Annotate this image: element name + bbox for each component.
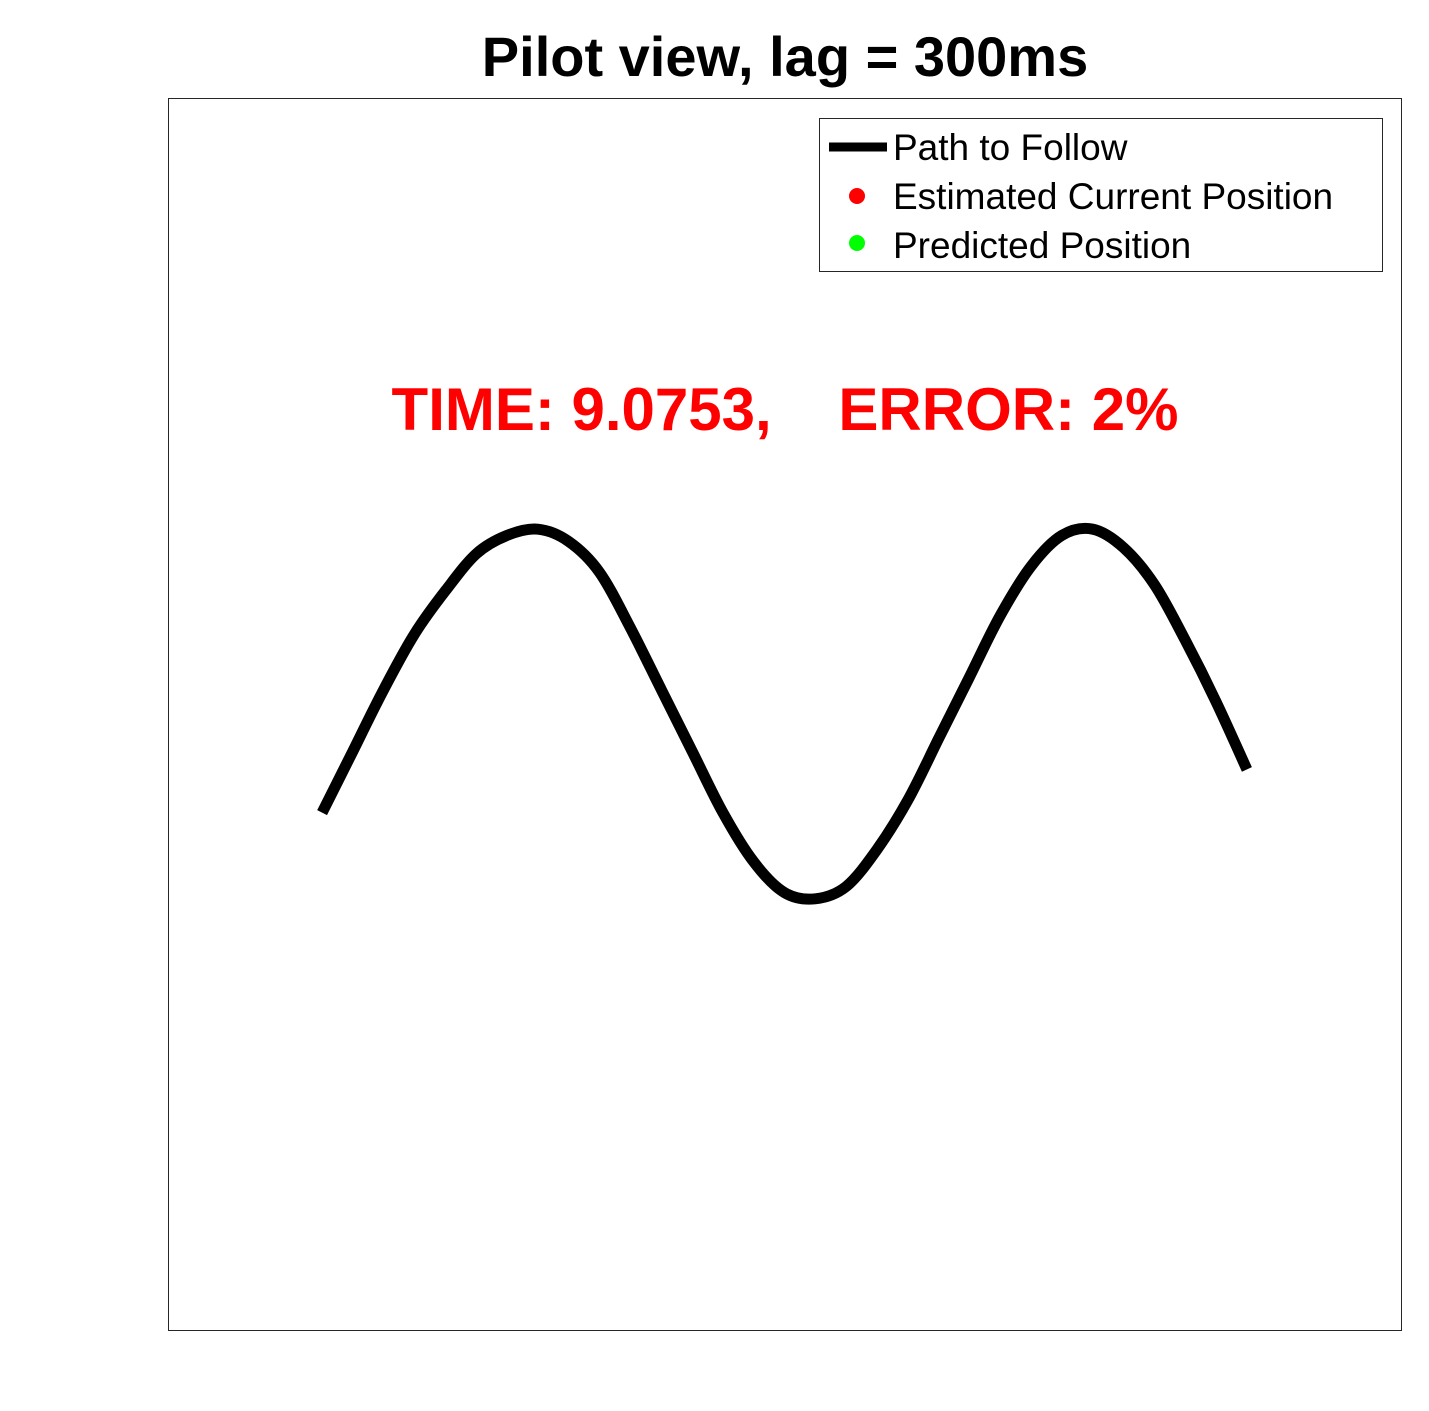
legend-entry-path: Path to Follow (829, 127, 1128, 168)
legend-entry-predicted: Predicted Position (849, 225, 1191, 266)
legend-label-estimated: Estimated Current Position (893, 176, 1333, 217)
legend-box (819, 118, 1383, 272)
plot-frame (168, 98, 1402, 1331)
legend: Path to Follow Estimated Current Positio… (819, 118, 1383, 272)
legend-green-marker (849, 235, 865, 251)
legend-red-marker (849, 188, 865, 204)
legend-label-path: Path to Follow (893, 127, 1128, 168)
series-line-path-to-follow (317, 522, 1252, 905)
status-annotation: TIME: 9.0753, ERROR: 2% (392, 376, 1179, 443)
legend-label-predicted: Predicted Position (893, 225, 1191, 266)
series-layer (317, 522, 1252, 905)
legend-entry-estimated: Estimated Current Position (849, 176, 1333, 217)
chart-title: Pilot view, lag = 300ms (482, 25, 1088, 88)
